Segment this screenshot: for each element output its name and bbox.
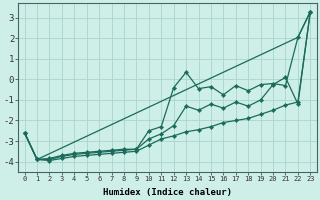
- X-axis label: Humidex (Indice chaleur): Humidex (Indice chaleur): [103, 188, 232, 197]
